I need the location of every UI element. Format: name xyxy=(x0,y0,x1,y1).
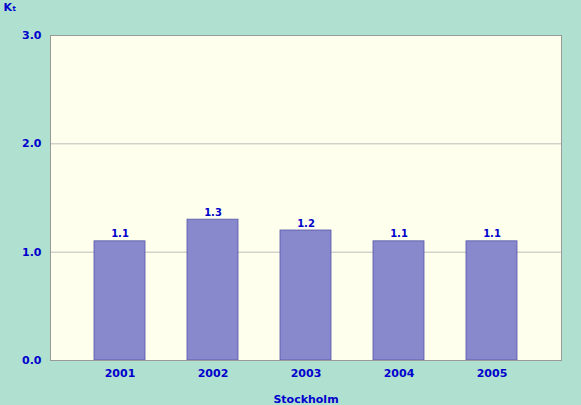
svg-text:2005: 2005 xyxy=(477,367,508,380)
svg-text:3.0: 3.0 xyxy=(22,29,42,42)
svg-text:1.1: 1.1 xyxy=(483,228,501,239)
svg-text:1.1: 1.1 xyxy=(390,228,408,239)
svg-text:1.0: 1.0 xyxy=(22,246,42,259)
svg-text:Stockholm: Stockholm xyxy=(273,393,338,405)
svg-text:0.0: 0.0 xyxy=(22,354,42,367)
svg-text:2002: 2002 xyxy=(198,367,229,380)
svg-text:2.0: 2.0 xyxy=(22,137,42,150)
svg-text:2004: 2004 xyxy=(384,367,415,380)
svg-text:1.2: 1.2 xyxy=(297,218,315,229)
svg-text:Kₜ: Kₜ xyxy=(4,1,17,14)
svg-text:2003: 2003 xyxy=(291,367,322,380)
svg-text:2001: 2001 xyxy=(105,367,136,380)
svg-text:1.1: 1.1 xyxy=(111,228,129,239)
svg-text:1.3: 1.3 xyxy=(204,207,222,218)
